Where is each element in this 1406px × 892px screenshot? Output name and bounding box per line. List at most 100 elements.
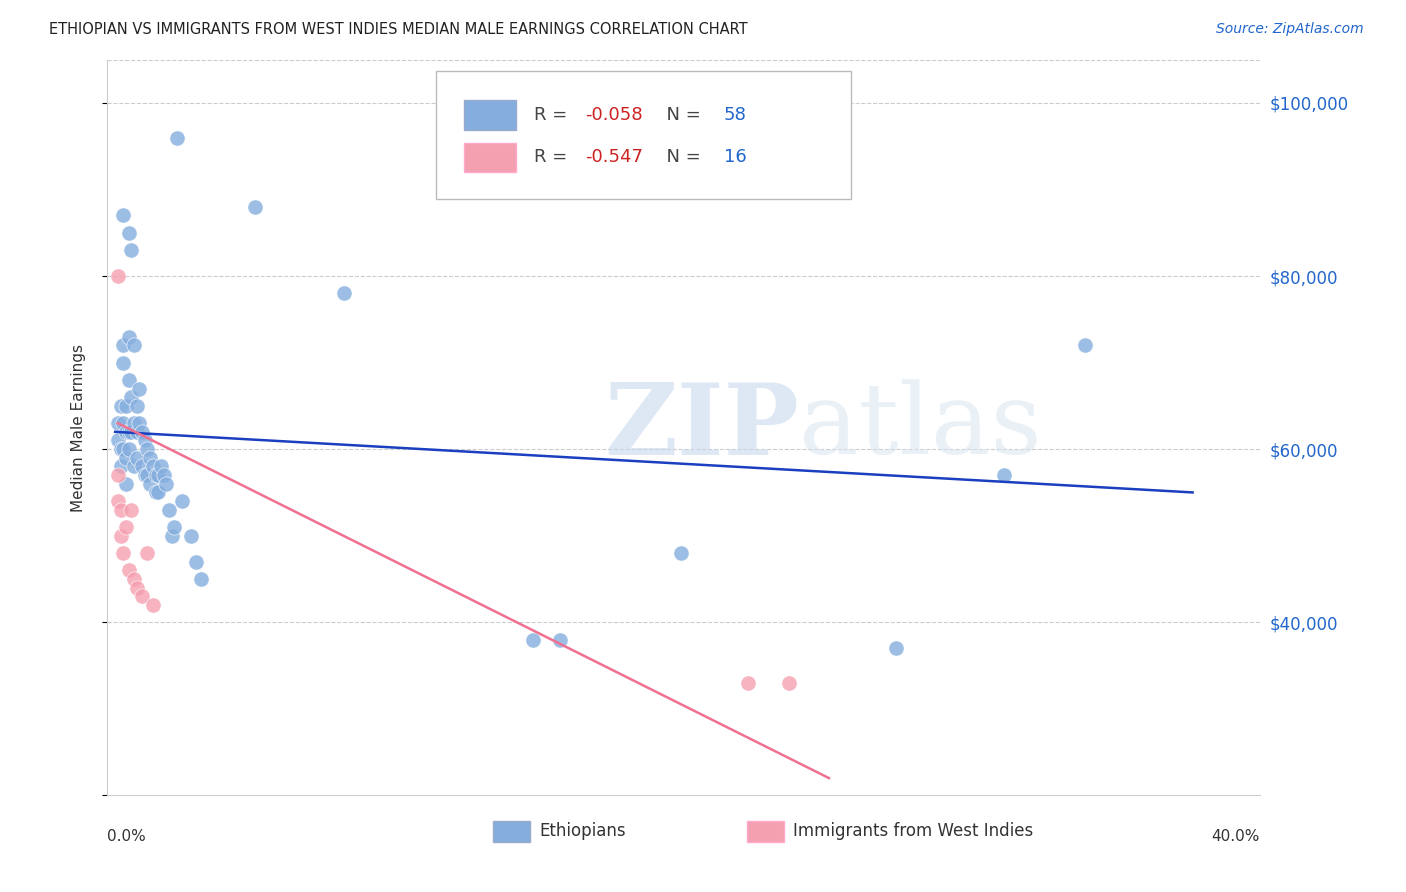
Point	[145, 468, 167, 483]
Point	[115, 520, 138, 534]
Point	[131, 425, 153, 439]
Point	[110, 442, 132, 457]
FancyBboxPatch shape	[494, 822, 530, 842]
Point	[1074, 338, 1097, 352]
Point	[117, 425, 139, 439]
Point	[149, 459, 172, 474]
Point	[737, 676, 759, 690]
Text: 0.0%: 0.0%	[107, 829, 146, 844]
Point	[117, 226, 139, 240]
Point	[120, 243, 142, 257]
Point	[155, 476, 177, 491]
Text: atlas: atlas	[799, 380, 1042, 475]
Point	[107, 494, 129, 508]
FancyBboxPatch shape	[464, 143, 516, 172]
Point	[107, 268, 129, 283]
Text: Immigrants from West Indies: Immigrants from West Indies	[793, 822, 1033, 840]
Text: 40.0%: 40.0%	[1212, 829, 1260, 844]
Point	[112, 209, 135, 223]
Point	[128, 382, 150, 396]
FancyBboxPatch shape	[436, 70, 851, 200]
Point	[107, 434, 129, 448]
Point	[522, 632, 544, 647]
Text: -0.058: -0.058	[585, 106, 643, 124]
Point	[993, 468, 1015, 483]
Point	[125, 425, 148, 439]
FancyBboxPatch shape	[747, 822, 783, 842]
FancyBboxPatch shape	[464, 100, 516, 129]
Point	[112, 338, 135, 352]
Point	[131, 459, 153, 474]
Point	[110, 502, 132, 516]
Point	[145, 485, 167, 500]
Point	[120, 425, 142, 439]
Point	[166, 130, 188, 145]
Text: N =: N =	[655, 148, 706, 167]
Point	[669, 546, 692, 560]
Point	[190, 572, 212, 586]
Text: ETHIOPIAN VS IMMIGRANTS FROM WEST INDIES MEDIAN MALE EARNINGS CORRELATION CHART: ETHIOPIAN VS IMMIGRANTS FROM WEST INDIES…	[49, 22, 748, 37]
Point	[115, 425, 138, 439]
Point	[112, 355, 135, 369]
Point	[115, 450, 138, 465]
Point	[142, 459, 165, 474]
Point	[112, 442, 135, 457]
Point	[122, 338, 145, 352]
Point	[148, 468, 170, 483]
Point	[112, 546, 135, 560]
Point	[112, 416, 135, 430]
Point	[152, 468, 174, 483]
Text: R =: R =	[534, 148, 572, 167]
Point	[115, 399, 138, 413]
Text: Ethiopians: Ethiopians	[540, 822, 626, 840]
Text: 58: 58	[724, 106, 747, 124]
Point	[884, 641, 907, 656]
Point	[136, 546, 159, 560]
Point	[117, 563, 139, 577]
Point	[120, 502, 142, 516]
Point	[117, 373, 139, 387]
Point	[122, 459, 145, 474]
Y-axis label: Median Male Earnings: Median Male Earnings	[72, 343, 86, 511]
Point	[139, 476, 162, 491]
Point	[110, 459, 132, 474]
Point	[180, 529, 202, 543]
Point	[245, 200, 267, 214]
Point	[778, 676, 800, 690]
Text: 16: 16	[724, 148, 747, 167]
Point	[139, 450, 162, 465]
Point	[148, 485, 170, 500]
Point	[142, 598, 165, 612]
Point	[134, 468, 156, 483]
Point	[125, 450, 148, 465]
Point	[125, 399, 148, 413]
Point	[136, 442, 159, 457]
Point	[107, 468, 129, 483]
Point	[333, 286, 356, 301]
Point	[122, 416, 145, 430]
Point	[172, 494, 194, 508]
Text: -0.547: -0.547	[585, 148, 644, 167]
Point	[120, 390, 142, 404]
Point	[548, 632, 571, 647]
Point	[184, 555, 207, 569]
Point	[115, 476, 138, 491]
Text: Source: ZipAtlas.com: Source: ZipAtlas.com	[1216, 22, 1364, 37]
Point	[134, 434, 156, 448]
Point	[790, 156, 813, 170]
Point	[125, 581, 148, 595]
Point	[110, 399, 132, 413]
Point	[128, 416, 150, 430]
Point	[163, 520, 186, 534]
Point	[110, 529, 132, 543]
Point	[122, 572, 145, 586]
Point	[131, 590, 153, 604]
Point	[117, 442, 139, 457]
Point	[136, 468, 159, 483]
Point	[160, 529, 183, 543]
Text: ZIP: ZIP	[605, 379, 799, 476]
Text: N =: N =	[655, 106, 706, 124]
Point	[157, 502, 180, 516]
Point	[117, 329, 139, 343]
Text: R =: R =	[534, 106, 572, 124]
